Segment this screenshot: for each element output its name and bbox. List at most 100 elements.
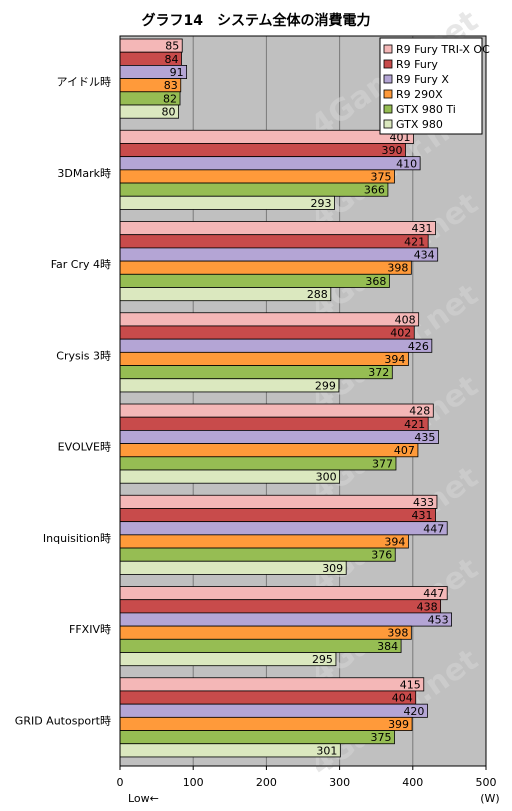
data-label: 453 [428,614,449,627]
category-label: Far Cry 4時 [51,258,111,271]
data-label: 85 [165,40,179,53]
tick-label: 400 [402,776,423,789]
data-label: 426 [408,340,429,353]
bar [119,521,448,536]
data-label: 377 [372,457,393,470]
data-label: 420 [403,705,424,718]
category-label: 3DMark時 [57,167,111,180]
data-label: 84 [164,53,178,66]
category-label: GRID Autosport時 [15,714,111,727]
data-label: 91 [170,66,184,79]
bar [119,143,406,158]
data-label: 415 [400,678,421,691]
bar [119,429,439,444]
legend-swatch [383,59,393,69]
data-label: 447 [423,522,444,535]
category-label: EVOLVE時 [58,441,111,454]
bar [119,273,390,288]
bar [119,469,341,484]
legend-entry: R9 290X [396,88,443,101]
bar [119,351,409,366]
legend-swatch [383,74,393,84]
bar [119,638,402,653]
bar [119,416,429,431]
data-label: 301 [316,744,337,757]
data-label: 402 [390,327,411,340]
bar [119,338,433,353]
data-label: 375 [371,731,392,744]
bar [119,325,415,340]
bar [119,456,397,471]
data-label: 447 [423,587,444,600]
data-label: 407 [394,444,415,457]
legend-box [379,37,483,135]
bar [119,156,421,171]
bar [119,378,340,393]
bar [119,730,395,745]
bar [119,743,341,758]
bar [119,443,419,458]
bar [119,494,438,509]
data-label: 394 [384,535,405,548]
data-label: 394 [384,353,405,366]
data-label: 421 [404,418,425,431]
data-label: 408 [395,313,416,326]
data-label: 398 [387,262,408,275]
data-label: 309 [322,562,343,575]
data-label: 368 [365,275,386,288]
bar [119,403,434,418]
legend-entry: GTX 980 Ti [396,103,456,116]
bar [119,612,452,627]
bar [119,129,414,144]
chart-title: グラフ14 システム全体の消費電力 [141,12,370,29]
bar [119,365,393,380]
bar [119,221,436,236]
bar [119,247,439,262]
legend-entry: R9 Fury TRI-X OC [396,43,490,56]
data-label: 80 [162,106,176,119]
tick-label: 500 [476,776,497,789]
data-label: 431 [411,509,432,522]
legend-swatch [383,104,393,114]
category-label: Inquisition時 [43,532,111,545]
bar [119,508,436,523]
legend-entry: R9 Fury X [396,73,449,86]
category-label: FFXIV時 [69,623,111,636]
data-label: 372 [368,366,389,379]
bar [119,287,332,302]
legend-swatch [383,44,393,54]
bar [119,312,420,327]
bar [119,703,428,718]
data-label: 300 [316,471,337,484]
tick-label: 0 [117,776,124,789]
data-label: 288 [307,288,328,301]
category-label: アイドル時 [57,76,111,89]
legend-entry: R9 Fury [396,58,438,71]
data-label: 421 [404,235,425,248]
bar [119,599,442,614]
bar [119,586,448,601]
bar [119,182,389,197]
data-label: 293 [310,197,331,210]
plot-frame [119,35,487,767]
legend-swatch [383,119,393,129]
data-label: 435 [414,431,435,444]
data-label: 399 [388,718,409,731]
bar [119,716,413,731]
bar [119,677,425,692]
bar [119,625,412,640]
data-label: 438 [417,600,438,613]
data-label: 295 [312,653,333,666]
bar [119,260,412,275]
data-label: 375 [371,170,392,183]
bar [119,652,337,667]
data-label: 390 [381,144,402,157]
tick-label: 100 [183,776,204,789]
x-axis-ticks: 0 100 200 300 400 500 [117,766,497,789]
data-label: 433 [413,496,434,509]
data-label: 83 [164,79,178,92]
data-label: 410 [396,157,417,170]
tick-label: 300 [329,776,350,789]
x-axis-label-low: Low← [128,792,159,805]
